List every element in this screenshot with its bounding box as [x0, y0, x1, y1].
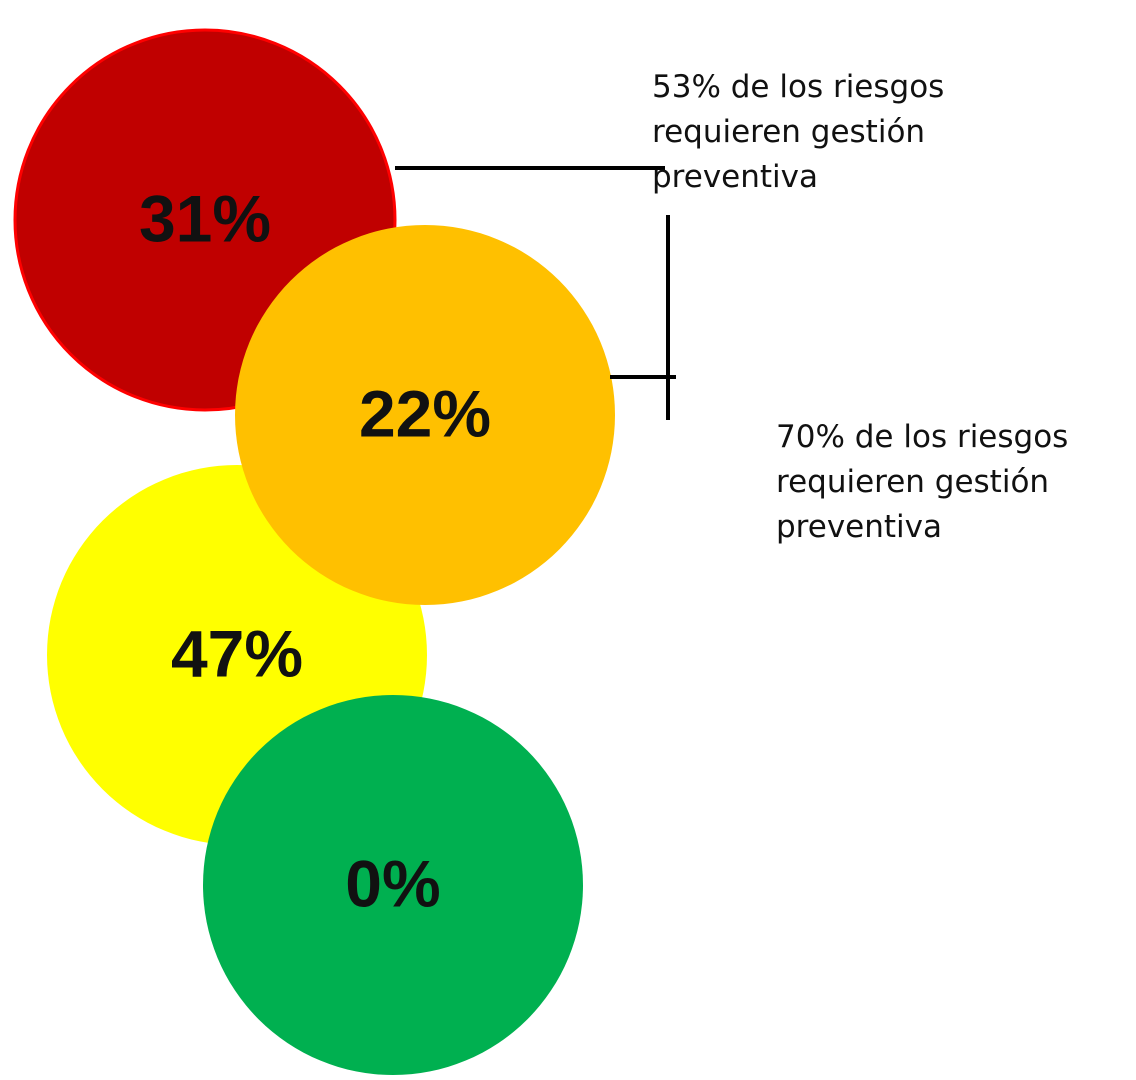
- annotations: 53% de los riesgos requieren gestión preve…: [652, 69, 1068, 545]
- circles: 31% 47% 22% 0%: [13, 28, 615, 1075]
- circle: [203, 695, 583, 1075]
- annotation-line: 53% de los riesgos: [652, 69, 944, 105]
- annotation-line: 70% de los riesgos: [776, 419, 1068, 455]
- circle: [235, 225, 615, 605]
- annotation-line: preventiva: [776, 509, 942, 545]
- annotation-line: preventiva: [652, 159, 818, 195]
- percentage: 31%: [139, 181, 271, 255]
- percentage: 22%: [359, 376, 491, 450]
- annotation-line: requieren gestión: [776, 464, 1049, 500]
- percentage: 47%: [171, 616, 303, 690]
- annotation-line: requieren gestión: [652, 114, 925, 150]
- percentage: 0%: [345, 846, 440, 920]
